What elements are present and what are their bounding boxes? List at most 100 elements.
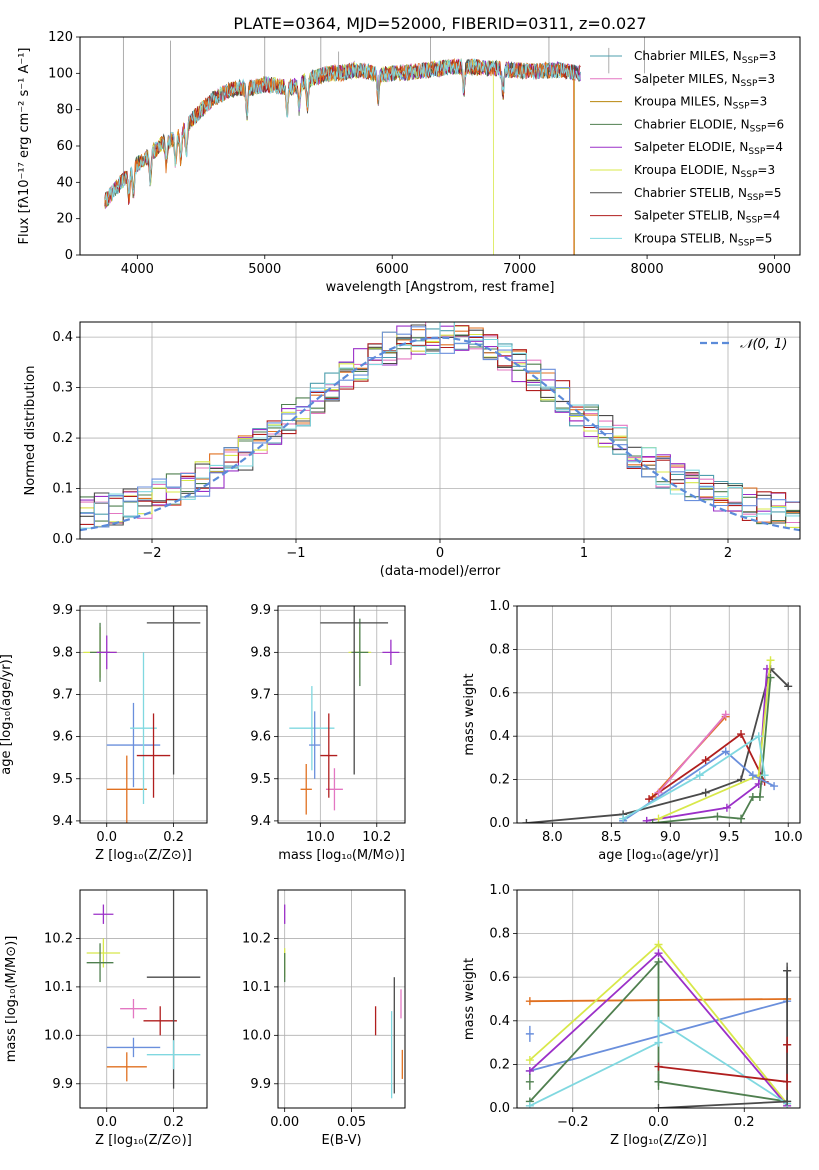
legend-entry-value: =3 xyxy=(750,95,768,109)
legend-entry-name: Kroupa STELIB, N xyxy=(634,231,738,245)
axes-frame xyxy=(79,889,208,1109)
series-line xyxy=(529,1019,788,1107)
y-tick-label: 0.1 xyxy=(52,482,73,497)
series-marker xyxy=(525,1025,534,1042)
series-marker xyxy=(783,962,792,979)
series-line xyxy=(526,667,789,823)
figure-title: PLATE=0364, MJD=52000, FIBERID=0311, z=0… xyxy=(233,14,646,33)
y-tick-label: 0.8 xyxy=(489,642,510,657)
axes-frame xyxy=(79,605,208,824)
legend-entry: Salpeter STELIB, NSSP=4 xyxy=(634,209,780,226)
series-marker xyxy=(701,756,710,765)
y-tick-label: 80 xyxy=(56,103,73,118)
legend-entry-sub: SSP xyxy=(742,56,759,66)
x-tick-label: 0.0 xyxy=(96,1115,117,1130)
y-tick-label: 0 xyxy=(65,248,73,263)
y-axis-label: age [log₁₀(age/yr)] xyxy=(0,654,14,775)
x-tick-label: 9.0 xyxy=(660,830,681,845)
spectrum-line xyxy=(104,58,494,255)
y-tick-label: 20 xyxy=(56,212,73,227)
series-marker xyxy=(713,812,722,821)
legend-entry: Chabrier MILES, NSSP=3 xyxy=(634,49,776,66)
legend-entry: Kroupa MILES, NSSP=3 xyxy=(634,95,767,112)
y-tick-label: 9.5 xyxy=(250,772,271,787)
series-marker xyxy=(654,1104,663,1108)
y-axis-label: mass weight xyxy=(462,673,477,755)
series-line xyxy=(622,734,766,820)
legend-entry-value: =3 xyxy=(757,163,775,177)
y-tick-label: 0.0 xyxy=(489,816,510,831)
x-tick-label: 10.2 xyxy=(362,830,391,845)
y-tick-label: 60 xyxy=(56,139,73,154)
x-axis-label: wavelength [Angstrom, rest frame] xyxy=(326,280,555,295)
legend-entry-name: Chabrier MILES, N xyxy=(634,49,742,63)
x-tick-label: 9000 xyxy=(758,262,791,277)
histogram-step xyxy=(80,322,800,529)
legend-entry: Salpeter MILES, NSSP=3 xyxy=(634,72,775,89)
age-vs-metallicity-panel: 0.0 0.2 9.4 9.5 9.6 9.7 9.8 9.9 Z [log₁₀(Z/Z⊙)] a… xyxy=(0,603,208,863)
series-marker xyxy=(654,957,663,966)
y-tick-label: 9.6 xyxy=(52,730,73,745)
x-tick-label: −0.2 xyxy=(557,1115,589,1130)
x-tick-label: 9.5 xyxy=(719,830,740,845)
axes-frame xyxy=(277,605,406,824)
series-marker xyxy=(525,1101,534,1108)
y-tick-label: 0.2 xyxy=(489,1057,510,1072)
spectrum-line xyxy=(104,58,581,205)
series-marker xyxy=(695,771,704,780)
series-marker xyxy=(737,814,746,823)
legend-entry-value: =3 xyxy=(757,72,775,86)
legend-entry: 𝒩(0, 1) xyxy=(740,337,787,352)
series-marker xyxy=(654,814,663,823)
y-tick-label: 0.2 xyxy=(489,773,510,788)
series-marker xyxy=(654,1073,663,1090)
spectrum-panel: 4000 5000 6000 7000 8000 9000 0 20 40 60 80 100 120 C… xyxy=(17,30,801,295)
legend-entry-value: =5 xyxy=(764,186,782,200)
legend-entry-sub: SSP xyxy=(738,238,755,248)
axes-frame xyxy=(79,36,801,256)
y-axis-label: Normed distribution xyxy=(23,366,38,496)
mass-vs-metallicity-panel: 0.0 0.2 9.9 10.0 10.1 10.2 Z [log₁₀(Z/Z⊙)] mass… xyxy=(4,889,208,1148)
y-tick-label: 9.7 xyxy=(250,687,271,702)
mass-vs-ebv-panel: 0.00 0.05 9.9 10.0 10.1 10.2 E(B-V) xyxy=(242,889,406,1148)
series-marker xyxy=(722,803,731,812)
y-tick-label: 0.6 xyxy=(489,970,510,985)
axes-frame xyxy=(79,321,801,540)
y-tick-label: 9.4 xyxy=(52,814,73,829)
series-marker xyxy=(645,795,654,804)
y-tick-label: 10.0 xyxy=(44,1028,73,1043)
x-tick-label: 2 xyxy=(724,546,732,561)
spectrum-line xyxy=(104,58,581,204)
series-marker xyxy=(784,682,793,691)
spectrum-line xyxy=(104,59,581,208)
y-tick-label: 0.2 xyxy=(52,431,73,446)
x-tick-label: 5000 xyxy=(248,262,281,277)
x-tick-label: 7000 xyxy=(503,262,536,277)
legend-entry-sub: SSP xyxy=(741,79,758,89)
x-tick-label: 8.0 xyxy=(542,830,563,845)
legend-entry-value: =6 xyxy=(766,117,784,131)
series-marker xyxy=(783,1073,792,1090)
y-tick-label: 10.2 xyxy=(242,931,271,946)
spectrum-line xyxy=(104,58,581,207)
series-line xyxy=(648,732,766,800)
massweight-vs-age-panel: 8.0 8.5 9.0 9.5 10.0 0.0 0.2 0.4 0.6 0.8 1.0 age [l… xyxy=(462,599,803,863)
y-tick-label: 0.4 xyxy=(489,1014,510,1029)
y-tick-label: 1.0 xyxy=(489,883,510,898)
legend-entry-sub: SSP xyxy=(747,193,764,203)
y-tick-label: 1.0 xyxy=(489,599,510,614)
x-tick-label: 0.2 xyxy=(734,1115,755,1130)
y-axis-label: mass [log₁₀(M/M⊙)] xyxy=(4,936,19,1063)
legend-entry-name: Chabrier ELODIE, N xyxy=(634,117,750,131)
normal-curve xyxy=(80,336,800,532)
series-marker xyxy=(783,1097,792,1106)
legend-entry-value: =3 xyxy=(759,49,777,63)
series-marker xyxy=(755,792,764,801)
legend-entry: Kroupa STELIB, NSSP=5 xyxy=(634,231,772,248)
y-tick-label: 0.6 xyxy=(489,686,510,701)
age-vs-mass-panel: 10.0 10.2 9.4 9.5 9.6 9.7 9.8 9.9 mass [log₁₀(M/… xyxy=(250,603,406,863)
series-marker xyxy=(748,771,757,780)
series-marker xyxy=(760,771,769,780)
y-tick-label: 9.5 xyxy=(52,772,73,787)
y-tick-label: 10.0 xyxy=(242,1028,271,1043)
